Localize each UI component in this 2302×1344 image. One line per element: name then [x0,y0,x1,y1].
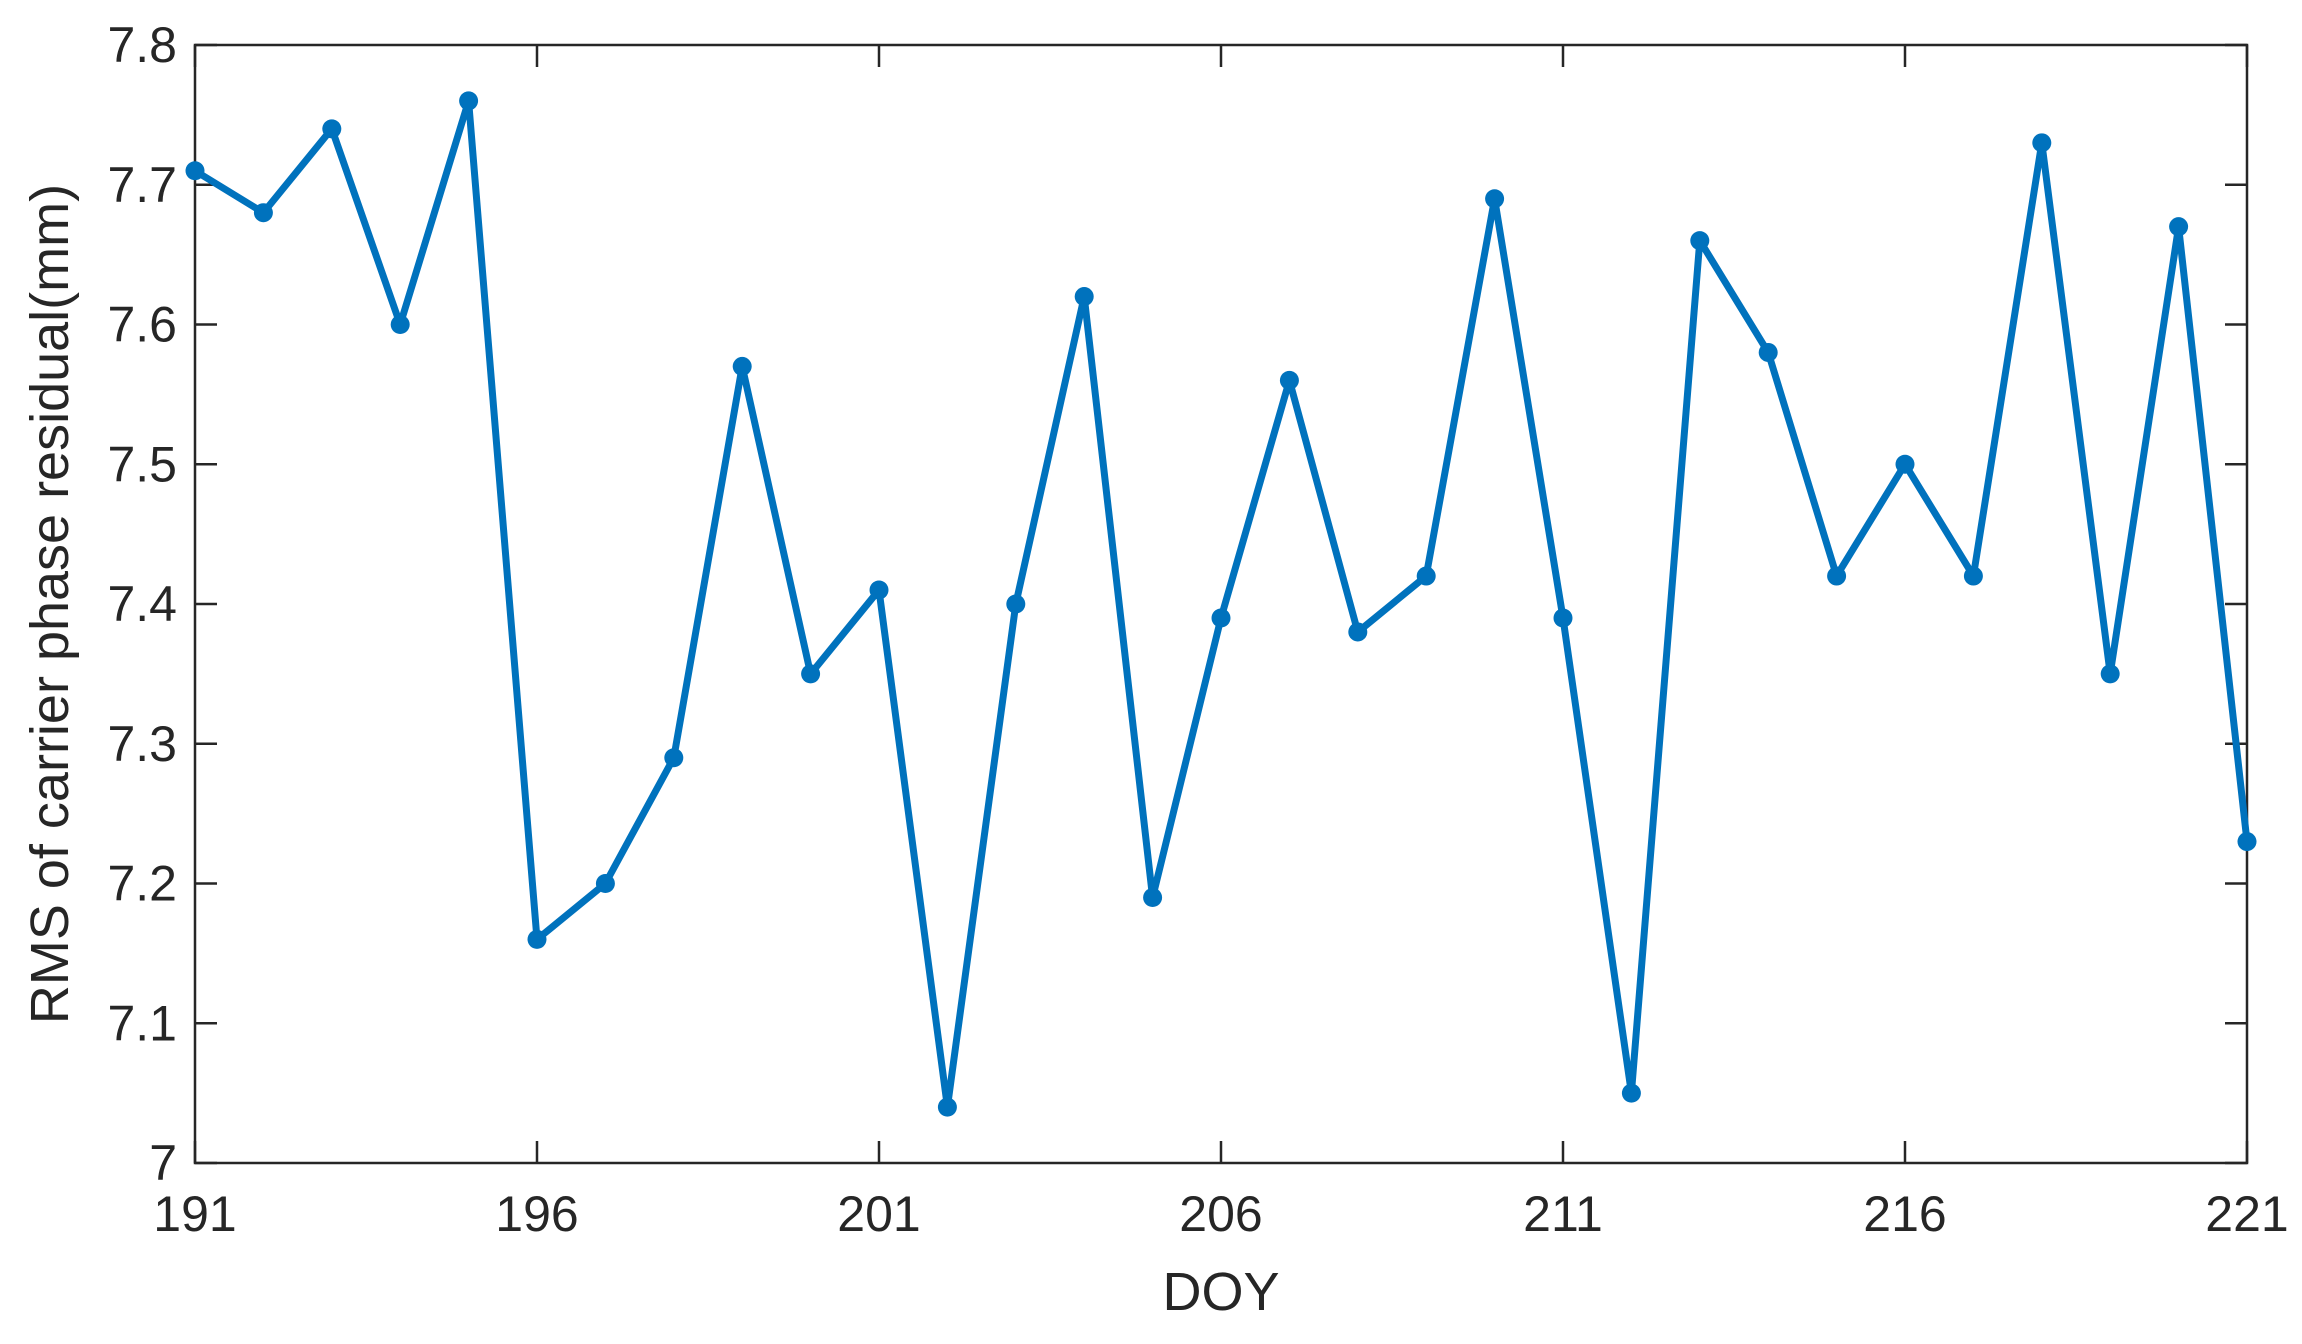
data-point [1279,370,1299,390]
data-point [1553,608,1573,628]
data-point [869,580,889,600]
data-point [1416,566,1436,586]
x-tick-label: 206 [1179,1186,1262,1242]
data-point [527,929,547,949]
x-tick-label: 221 [2205,1186,2288,1242]
y-tick-label: 7.8 [107,17,177,73]
data-point [1143,887,1163,907]
data-point [801,664,821,684]
x-tick-label: 211 [1523,1186,1603,1242]
data-point [937,1097,957,1117]
data-point [390,315,410,334]
data-point [322,119,342,139]
y-tick-label: 7.5 [107,436,177,492]
data-point [253,203,273,223]
data-point [2237,832,2257,852]
data-point [1827,566,1847,586]
y-tick-label: 7.4 [107,576,177,632]
x-axis: 191 196 201 206 211 216 221 [153,45,2289,1242]
y-axis: 7 7.1 7.2 7.3 7.4 7.5 7.6 7.7 7.8 [107,17,2247,1191]
data-point [1211,608,1231,628]
data-point [1348,622,1368,642]
data-point [1895,454,1915,474]
x-tick-label: 201 [837,1186,920,1242]
data-point [595,874,615,893]
x-tick-label: 191 [153,1186,236,1242]
x-tick-label: 196 [495,1186,578,1242]
x-tick-label: 216 [1863,1186,1946,1242]
data-point [1758,342,1778,362]
y-tick-label: 7.2 [107,856,177,912]
data-point [459,91,479,111]
data-point [1963,566,1983,586]
y-tick-label: 7.6 [107,297,177,353]
data-point [1485,189,1505,209]
data-point [2100,664,2120,684]
data-point [1006,594,1026,614]
data-point [2169,217,2189,237]
y-tick-label: 7 [149,1135,177,1191]
data-point [1621,1083,1641,1103]
data-point [2032,133,2052,153]
y-axis-label: RMS of carrier phase residual(mm) [20,184,80,1024]
plot-area [193,43,2249,1165]
series-layer [185,91,2257,1117]
data-point [185,161,205,181]
y-tick-label: 7.1 [107,995,177,1051]
data-point [732,356,752,376]
y-tick-label: 7.3 [107,716,177,772]
data-point [664,748,684,768]
data-point [1690,231,1710,251]
x-axis-label: DOY [1162,1262,1279,1322]
data-point [1074,287,1094,307]
y-tick-label: 7.7 [107,157,177,213]
